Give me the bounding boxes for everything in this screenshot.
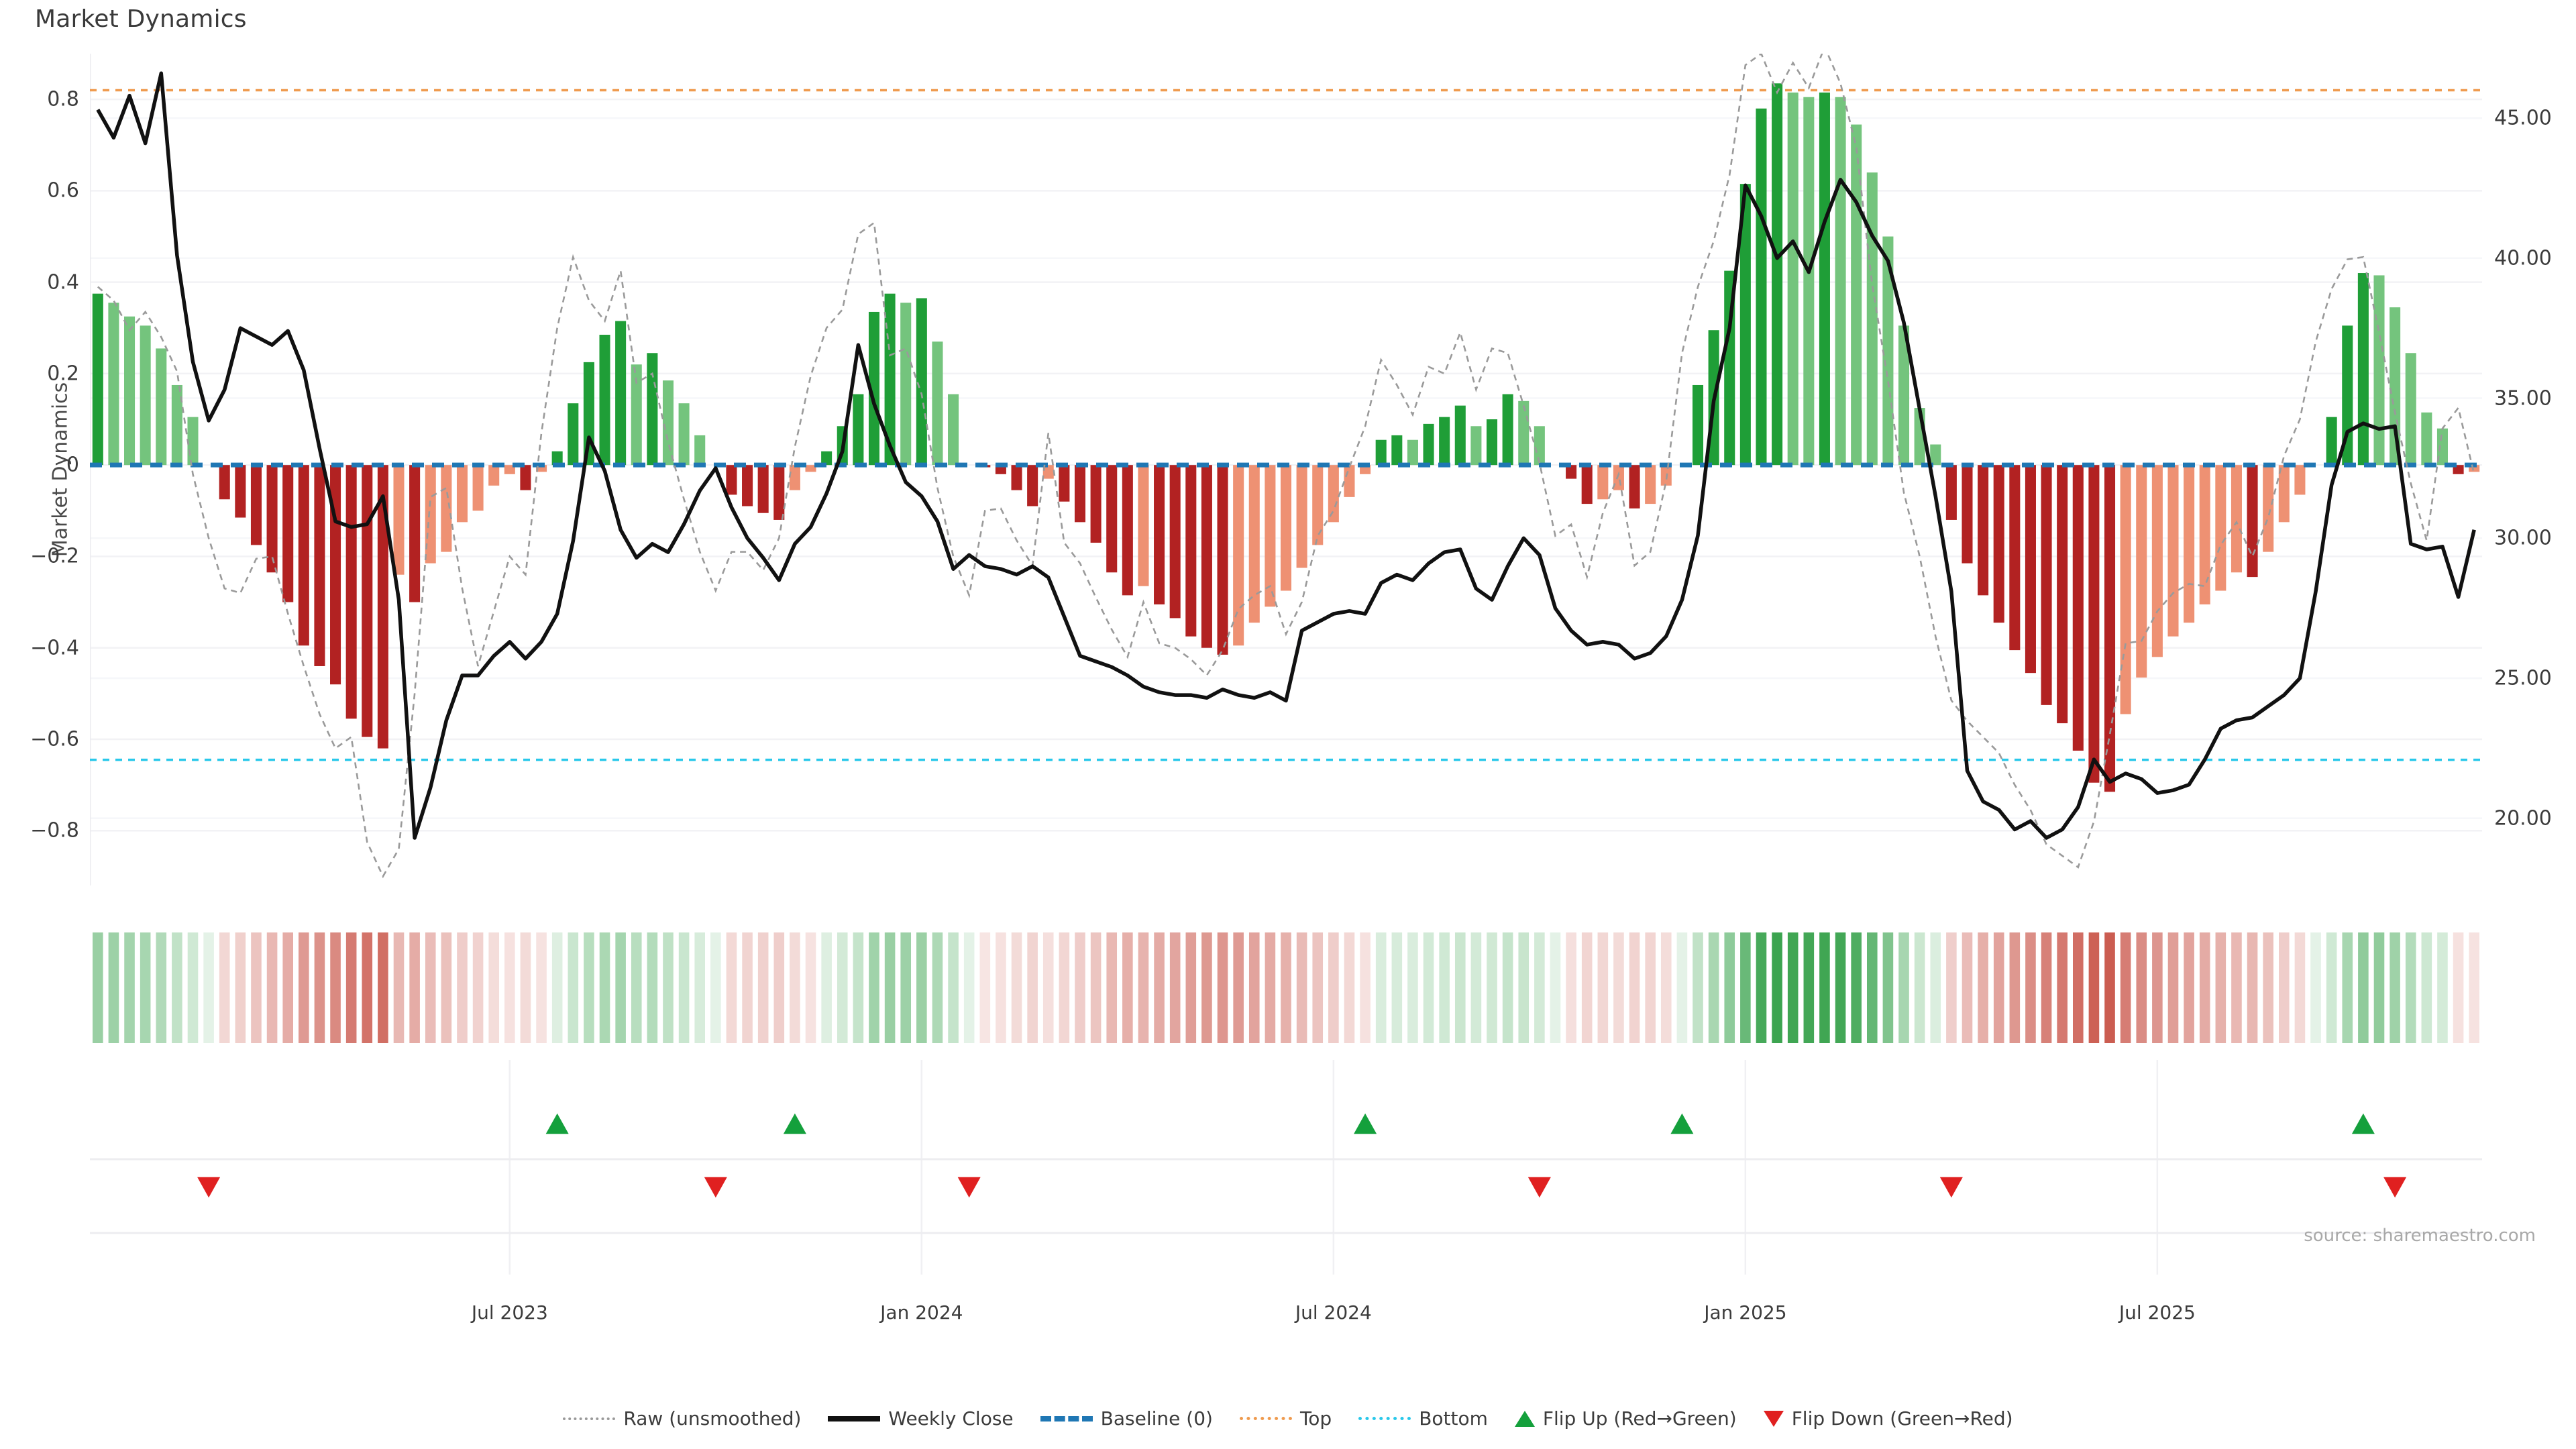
- left-axis-tick: 0.6: [47, 178, 79, 203]
- legend-swatch-triangle-up: [1514, 1410, 1535, 1427]
- flip-down-marker[interactable]: [957, 1177, 981, 1198]
- right-axis-tick: 40.00: [2494, 246, 2552, 270]
- legend-swatch-dotted-line: [1239, 1417, 1292, 1420]
- left-axis-tick: 0.8: [47, 87, 79, 111]
- legend-swatch-triangle-down: [1763, 1410, 1784, 1427]
- x-axis-tick: Jul 2025: [2118, 1301, 2196, 1324]
- flip-up-marker[interactable]: [1670, 1113, 1694, 1134]
- legend-swatch-dotted-line: [563, 1417, 616, 1420]
- left-axis-tick: −0.6: [30, 727, 79, 751]
- left-axis-tick: 0: [66, 453, 79, 477]
- legend-swatch-dotted-line: [1358, 1417, 1411, 1420]
- legend-item[interactable]: Weekly Close: [828, 1407, 1014, 1430]
- page-title: Market Dynamics: [35, 5, 247, 33]
- flip-down-marker[interactable]: [704, 1177, 727, 1198]
- right-axis-tick: 25.00: [2494, 666, 2552, 690]
- source-attribution: source: sharemaestro.com: [2304, 1226, 2536, 1246]
- main-plot-area[interactable]: Market Dynamics Weekly Close Price 0.80.…: [30, 54, 2552, 885]
- legend-label: Flip Up (Red→Green): [1542, 1407, 1737, 1430]
- flip-up-marker[interactable]: [1354, 1113, 1377, 1134]
- flip-down-marker[interactable]: [1939, 1177, 1963, 1198]
- legend-item[interactable]: Top: [1239, 1407, 1332, 1430]
- left-axis-tick: −0.2: [30, 544, 79, 568]
- flip-down-marker[interactable]: [197, 1177, 221, 1198]
- right-axis-tick: 30.00: [2494, 526, 2552, 550]
- left-axis-tick: 0.2: [47, 362, 79, 386]
- legend-item[interactable]: Raw (unsmoothed): [563, 1407, 801, 1430]
- legend-item[interactable]: Flip Down (Green→Red): [1763, 1407, 2013, 1430]
- right-axis-tick: 20.00: [2494, 806, 2552, 830]
- flip-up-marker[interactable]: [783, 1113, 806, 1134]
- legend-label: Raw (unsmoothed): [623, 1407, 802, 1430]
- market-dynamics-chart: [90, 54, 2482, 885]
- right-axis-tick: 45.00: [2494, 106, 2552, 130]
- flip-up-marker[interactable]: [2351, 1113, 2375, 1134]
- flip-markers: [90, 1060, 2482, 1275]
- flip-down-marker[interactable]: [1527, 1177, 1551, 1198]
- legend-item[interactable]: Baseline (0): [1040, 1407, 1213, 1430]
- legend-swatch-solid-line: [828, 1415, 881, 1421]
- legend-item[interactable]: Flip Up (Red→Green): [1514, 1407, 1737, 1430]
- x-axis-tick: Jul 2024: [1295, 1301, 1372, 1324]
- legend-label: Flip Down (Green→Red): [1791, 1407, 2013, 1430]
- legend-label: Baseline (0): [1100, 1407, 1213, 1430]
- legend-swatch-dashed-line: [1040, 1415, 1093, 1421]
- legend-label: Bottom: [1419, 1407, 1488, 1430]
- legend-item[interactable]: Bottom: [1358, 1407, 1488, 1430]
- chart-legend: Raw (unsmoothed) Weekly Close Baseline (0)…: [0, 1407, 2576, 1430]
- left-axis-tick: 0.4: [47, 270, 79, 294]
- flip-up-marker[interactable]: [545, 1113, 569, 1134]
- flip-down-marker[interactable]: [2383, 1177, 2407, 1198]
- x-axis-tick: Jan 2024: [880, 1301, 963, 1324]
- x-axis-tick: Jan 2025: [1704, 1301, 1787, 1324]
- right-axis-tick: 35.00: [2494, 386, 2552, 411]
- heatmap-cells: [93, 932, 2479, 1043]
- legend-label: Top: [1299, 1407, 1332, 1430]
- left-axis-tick: −0.8: [30, 818, 79, 843]
- left-axis-tick: −0.4: [30, 636, 79, 660]
- legend-label: Weekly Close: [888, 1407, 1014, 1430]
- x-axis-tick: Jul 2023: [471, 1301, 548, 1324]
- flip-marker-lanes[interactable]: Jul 2023 Jan 2024 Jul 2024 Jan 2025 Jul 2025: [90, 1060, 2482, 1324]
- dynamics-heatmap-strip[interactable]: [90, 932, 2482, 1043]
